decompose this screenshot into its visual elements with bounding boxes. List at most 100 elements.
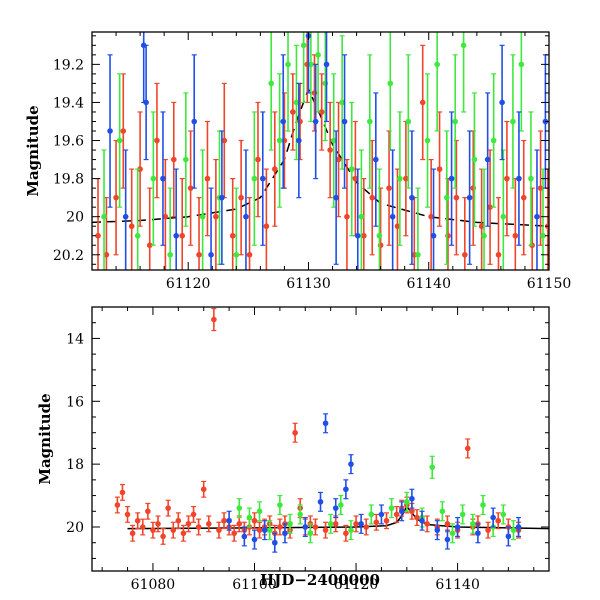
top-red-point (419, 44, 426, 161)
top-blue-point (373, 92, 379, 227)
marker (466, 194, 473, 201)
marker (369, 194, 376, 201)
marker (322, 420, 329, 427)
bottom-green-point (439, 501, 446, 522)
marker (338, 502, 344, 508)
top-green-point (518, 32, 525, 132)
marker (200, 486, 207, 493)
marker (348, 527, 354, 533)
bottom-blue-point (332, 498, 339, 519)
bottom-blue-point (302, 516, 309, 538)
top-red-point (187, 130, 194, 246)
bottom-red-point (495, 512, 502, 530)
bottom-red-point (114, 496, 121, 514)
marker (495, 251, 502, 258)
bottom-red-point (180, 524, 187, 542)
marker (352, 175, 359, 182)
marker (173, 232, 179, 239)
top-red-point (146, 187, 153, 270)
marker (251, 175, 258, 182)
marker (134, 517, 141, 524)
marker (436, 166, 443, 172)
top-blue-point (191, 54, 198, 189)
top-blue-point (122, 149, 129, 270)
marker (143, 99, 149, 106)
marker (453, 194, 460, 201)
top-green-point (134, 168, 141, 270)
marker (388, 505, 395, 511)
top-green-point (415, 187, 421, 270)
top-blue-point (484, 92, 491, 227)
bottom-blue-point (475, 523, 481, 544)
x-tick-label: 61140 (435, 577, 480, 593)
marker (419, 517, 425, 524)
top-red-point (120, 73, 127, 189)
top-red-point (394, 168, 401, 270)
marker (528, 175, 534, 182)
bottom-blue-point (515, 516, 522, 538)
bottom-red-point (322, 521, 329, 539)
marker (160, 175, 166, 182)
marker (368, 511, 375, 518)
top-blue-point (143, 44, 149, 161)
marker (444, 521, 451, 527)
bottom-red-point (343, 524, 349, 542)
bottom-red-point (160, 527, 166, 545)
top-green-point (528, 111, 534, 246)
y-tick-label: 20.2 (53, 248, 84, 264)
marker (332, 521, 339, 527)
top-red-point (213, 158, 219, 270)
top-green-point (367, 54, 373, 189)
marker (101, 213, 107, 220)
marker (287, 521, 293, 527)
bottom-red-point (414, 509, 420, 527)
top-plot-frame (91, 31, 550, 271)
bottom-green-point (246, 507, 253, 528)
bottom-red-point (139, 518, 146, 536)
marker (120, 128, 127, 134)
marker (376, 232, 383, 239)
bottom-red-point (373, 513, 380, 531)
marker (454, 524, 461, 530)
bottom-blue-point (505, 526, 512, 547)
y-tick-label: 14 (66, 331, 84, 347)
marker (179, 232, 185, 239)
bottom-blue-point (454, 516, 461, 538)
bottom-blue-point (241, 526, 248, 547)
marker (333, 194, 339, 201)
top-green-point (339, 35, 345, 170)
marker (229, 232, 236, 239)
marker (154, 137, 160, 144)
x-tick-label: 61080 (131, 577, 176, 593)
top-blue-point (534, 149, 540, 270)
top-green-point (490, 73, 497, 208)
bottom-ticks: 61080 61100 61120 61140 14 16 18 20 (66, 306, 549, 593)
marker (95, 232, 101, 239)
top-blue-point (280, 54, 287, 189)
marker (449, 530, 456, 537)
bottom-blue-point (226, 510, 232, 531)
bottom-green-point (287, 513, 293, 534)
top-red-point (255, 101, 261, 218)
y-tick-label: 19.2 (53, 57, 84, 73)
bottom-blue-point (419, 510, 425, 531)
marker (292, 429, 298, 436)
marker (170, 527, 177, 533)
marker (348, 461, 354, 467)
marker (139, 524, 146, 530)
bottom-red-point (200, 480, 207, 498)
x-tick-label: 61100 (232, 577, 277, 593)
x-tick-label: 61150 (527, 276, 572, 292)
top-green-point (471, 92, 478, 227)
top-blue-point (409, 130, 415, 265)
marker (409, 508, 415, 515)
marker (404, 499, 410, 505)
marker (204, 175, 211, 182)
y-tick-label: 19.8 (53, 172, 84, 188)
marker (170, 156, 177, 163)
marker (354, 232, 361, 239)
bottom-red-point (256, 521, 263, 539)
marker (475, 530, 481, 537)
marker (500, 511, 507, 518)
